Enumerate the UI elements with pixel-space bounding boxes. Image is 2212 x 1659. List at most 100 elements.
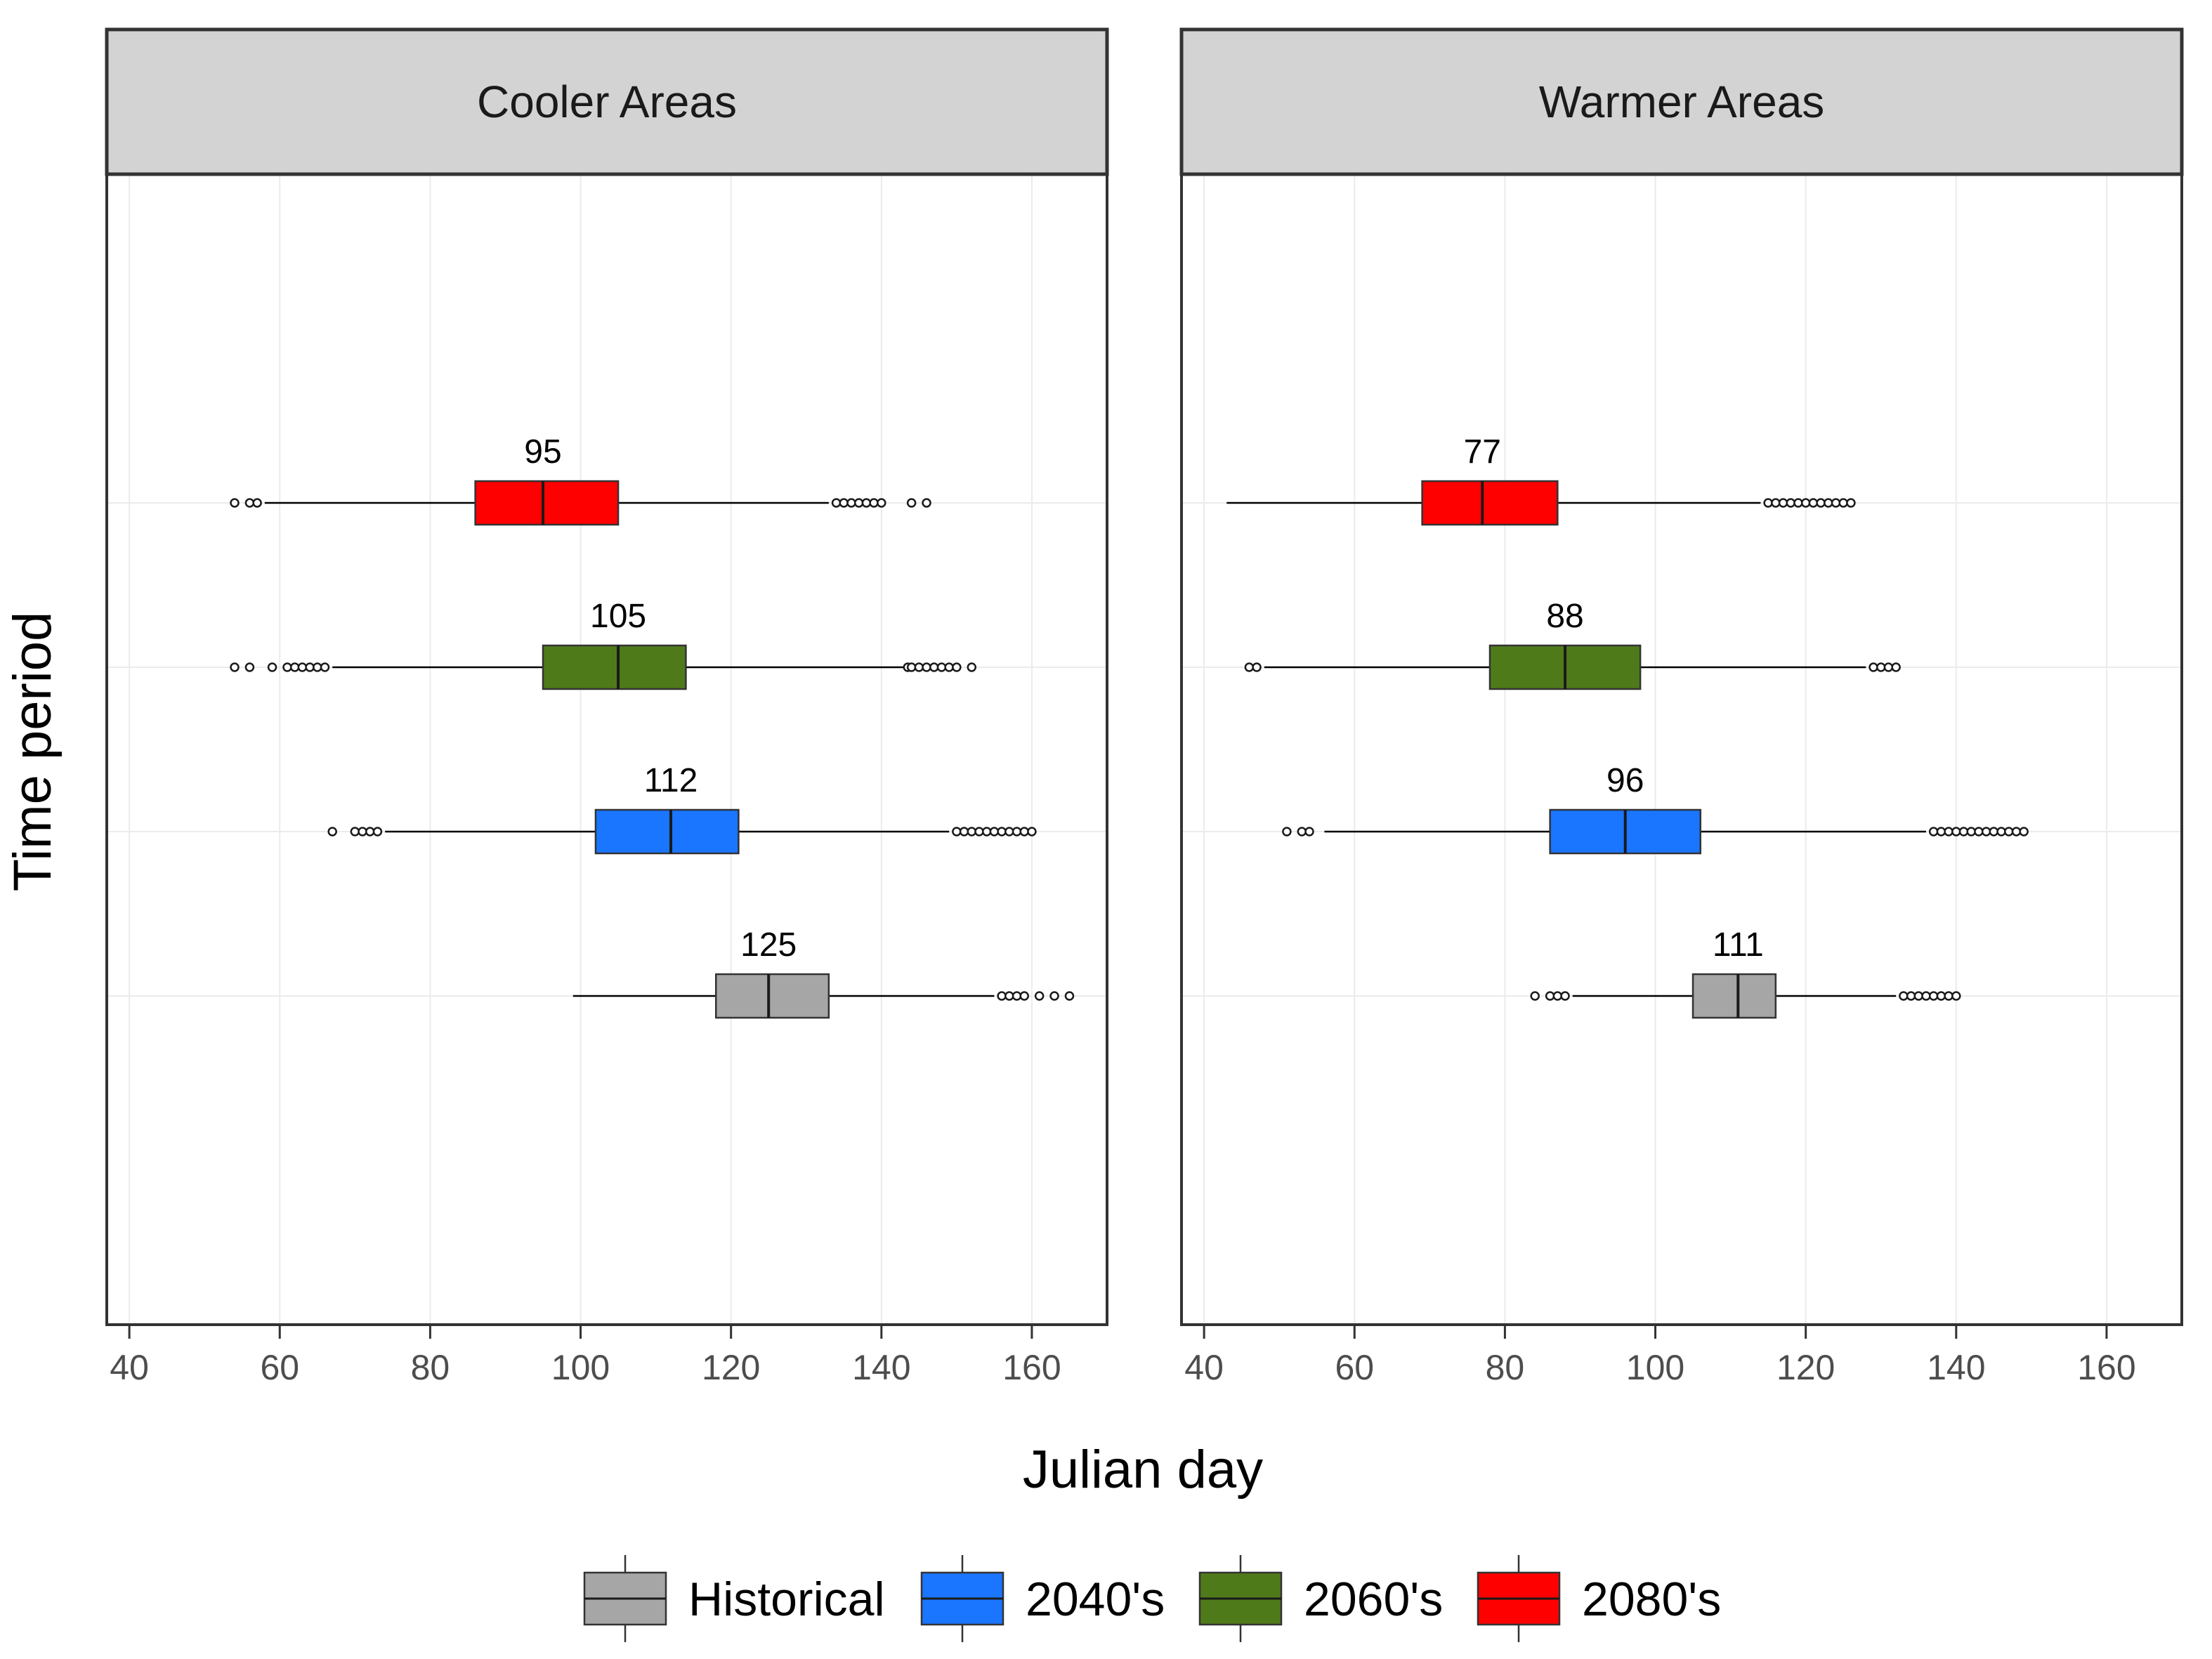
outlier-point [1530, 991, 1540, 1001]
median-label: 105 [590, 598, 646, 635]
outlier-point [1816, 498, 1826, 508]
outlier-point [1936, 991, 1946, 1001]
outlier-point [267, 662, 277, 672]
box-iqr [594, 808, 740, 855]
box-iqr [474, 480, 620, 526]
outlier-point [1778, 498, 1788, 508]
x-tick-label: 120 [702, 1348, 760, 1387]
outlier-point [1019, 991, 1029, 1001]
outlier-point [1869, 662, 1878, 672]
facet-strip [1179, 27, 2184, 176]
outlier-point [869, 498, 879, 508]
legend-entry-2040s: 2040's [920, 1555, 1165, 1642]
outlier-point [1004, 991, 1014, 1001]
median-label: 95 [524, 433, 561, 471]
outlier-point [1027, 827, 1037, 837]
median-label: 77 [1464, 433, 1501, 471]
box-2040s: 96 [1282, 762, 2029, 855]
x-tick-label: 140 [852, 1348, 910, 1387]
box-historical: 111 [1530, 926, 1961, 1019]
outlier-point [1928, 827, 1939, 837]
outlier-point [1545, 991, 1555, 1001]
outlier-point [1928, 991, 1939, 1001]
y-axis-title: Time period [3, 612, 63, 891]
box-iqr [714, 973, 830, 1019]
outlier-point [1974, 827, 1984, 837]
outlier-point [1989, 827, 1999, 837]
outlier-point [1800, 498, 1811, 508]
outlier-point [906, 498, 917, 508]
x-tick-label: 80 [1486, 1348, 1525, 1387]
legend-entry-2060s: 2060's [1198, 1555, 1443, 1642]
outlier-point [1793, 498, 1803, 508]
outlier-point [358, 827, 367, 837]
box-iqr [1421, 480, 1559, 526]
outlier-point [846, 498, 856, 508]
outlier-point [1297, 827, 1307, 837]
legend-label: Historical [688, 1573, 885, 1626]
outlier-point [1966, 827, 1976, 837]
outlier-point [959, 827, 969, 837]
outlier-point [853, 498, 864, 508]
box-2060s: 88 [1244, 598, 1901, 690]
outlier-point [1012, 991, 1022, 1001]
outlier-point [1981, 827, 1991, 837]
box-2080s: 95 [230, 433, 931, 526]
box-2040s: 112 [327, 762, 1037, 855]
legend-entry-historical: Historical [583, 1555, 885, 1642]
outlier-point [944, 662, 954, 672]
outlier-point [2003, 827, 2014, 837]
facet-strip-label: Warmer Areas [1539, 77, 1825, 127]
outlier-point [1304, 827, 1314, 837]
outlier-point [861, 498, 872, 508]
outlier-point [1552, 991, 1563, 1001]
panel-cooler-areas: 125 112 105 95 Cooler Areas 40 60 80 100 120 140 16… [105, 27, 1109, 1387]
outlier-point [1899, 991, 1909, 1001]
legend-label: 2040's [1026, 1573, 1165, 1626]
median-label: 111 [1713, 926, 1764, 964]
outlier-point [997, 827, 1007, 837]
x-tick-label: 120 [1776, 1348, 1835, 1387]
facet-strip [105, 27, 1109, 176]
outlier-point [1244, 662, 1255, 672]
outlier-point [244, 662, 255, 672]
outlier-point [327, 827, 337, 837]
outlier-point [305, 662, 315, 672]
outlier-point [1771, 498, 1781, 508]
legend-label: 2080's [1582, 1573, 1721, 1626]
x-axis: 40 60 80 100 120 140 160 [110, 1325, 1061, 1387]
outlier-point [1012, 827, 1022, 837]
facet-panels: 125 112 105 95 Cooler Areas 40 60 80 100 120 140 16… [105, 27, 2184, 1387]
x-axis-title: Julian day [1023, 1440, 1263, 1500]
outlier-point [1282, 827, 1292, 837]
outlier-point [1019, 827, 1029, 837]
outlier-point [1831, 498, 1841, 508]
outlier-point [1891, 662, 1901, 672]
outlier-point [922, 662, 931, 672]
outlier-point [289, 662, 300, 672]
box-2080s: 77 [1226, 433, 1856, 526]
x-tick-label: 60 [260, 1348, 299, 1387]
outlier-point [2011, 827, 2022, 837]
outlier-point [297, 662, 308, 672]
outlier-point [1921, 991, 1931, 1001]
outlier-point [974, 827, 984, 837]
outlier-point [372, 827, 383, 837]
x-tick-label: 100 [551, 1348, 610, 1387]
outlier-point [989, 827, 1000, 837]
median-label: 125 [740, 926, 797, 964]
outlier-point [997, 991, 1007, 1001]
outlier-point [313, 662, 322, 672]
outlier-point [1560, 991, 1570, 1001]
outlier-point [839, 498, 849, 508]
x-tick-label: 140 [1927, 1348, 1985, 1387]
x-tick-label: 160 [1002, 1348, 1061, 1387]
outlier-point [981, 827, 992, 837]
outlier-point [914, 662, 924, 672]
box-historical: 125 [572, 926, 1075, 1019]
outlier-point [282, 662, 292, 672]
x-tick-label: 60 [1335, 1348, 1374, 1387]
x-axis: 40 60 80 100 120 140 160 [1184, 1325, 2136, 1387]
outlier-point [1838, 498, 1848, 508]
outlier-point [877, 498, 886, 508]
